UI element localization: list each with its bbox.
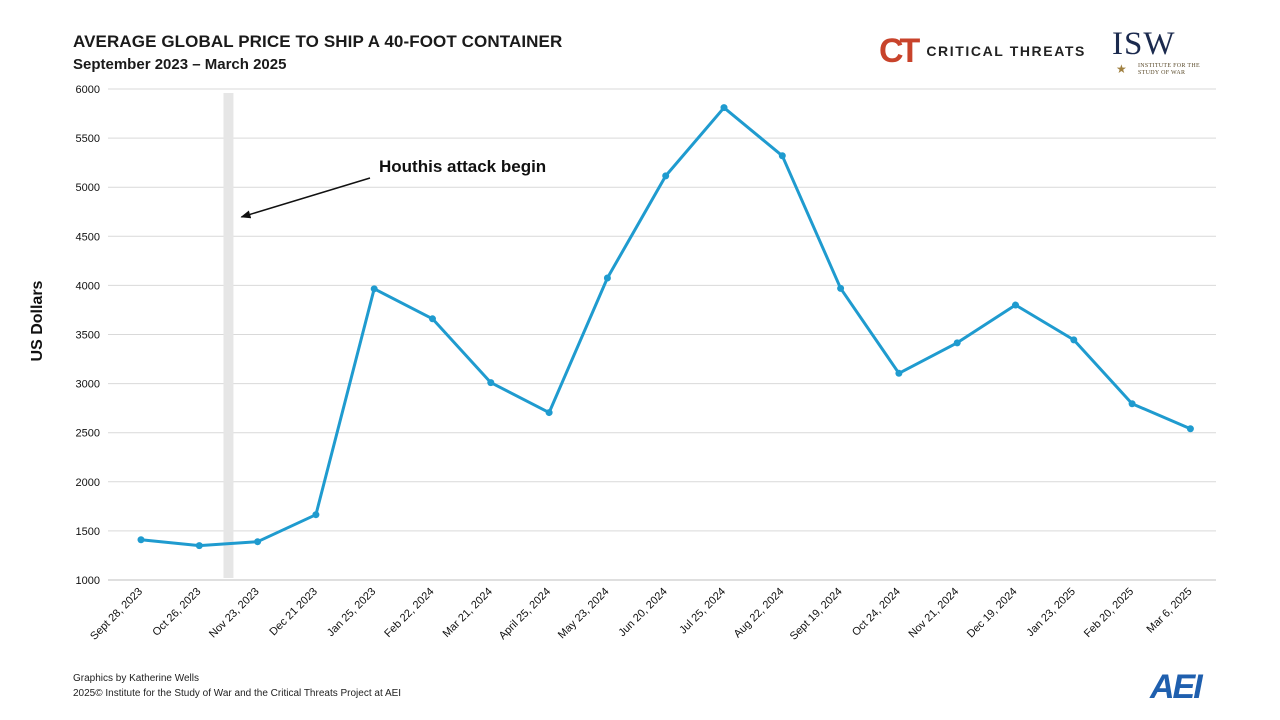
data-point [487,379,495,387]
data-point [254,538,262,546]
data-point [312,511,320,519]
data-point [662,172,670,180]
data-point [545,409,553,417]
critical-threats-logo: CT CRITICAL THREATS [879,34,1086,68]
data-point [429,315,436,323]
x-tick-label: Jan 23, 2025 [1024,586,1077,639]
y-tick-label: 1000 [76,575,100,587]
y-tick-label: 3000 [76,379,100,391]
x-tick-label: Aug 22, 2024 [732,586,787,641]
x-tick-label: Nov 21, 2024 [907,586,962,641]
data-point [1070,336,1078,344]
graphics-credit: Graphics by Katherine Wells [73,673,199,684]
data-point [778,152,786,160]
data-point [1012,301,1019,309]
x-tick-label: May 23, 2024 [556,586,612,642]
data-point [195,542,203,550]
x-tick-label: Jun 20, 2024 [616,586,669,639]
x-tick-label: Mar 6, 2025 [1145,586,1195,636]
data-point [1128,400,1136,408]
attack-marker-band [223,93,234,578]
aei-logo: AEI [1150,668,1203,706]
star-icon: ★ [1116,62,1127,76]
chart-subtitle: September 2023 – March 2025 [73,56,287,73]
x-tick-label: Jul 25, 2024 [677,586,728,637]
y-tick-label: 5000 [76,182,100,194]
data-point [953,339,961,347]
y-tick-label: 4000 [76,280,100,292]
copyright-notice: 2025© Institute for the Study of War and… [73,688,402,699]
annotation-label: Houthis attack begin [379,157,546,176]
isw-logo-text: ISW [1112,26,1176,62]
y-tick-label: 6000 [76,84,100,96]
x-tick-label: Oct 26, 2023 [150,586,203,639]
x-tick-label: Dec 19, 2024 [965,586,1020,641]
isw-logo-subtext: INSTITUTE FOR THE STUDY OF WAR [1138,63,1200,76]
ct-logo-text: CRITICAL THREATS [926,43,1086,59]
data-point [720,104,728,112]
x-tick-label: Jan 25, 2023 [325,586,378,639]
data-point [370,285,378,293]
data-point [137,536,145,544]
x-tick-label: Sept 28, 2023 [88,586,145,643]
y-tick-label: 1500 [76,526,100,538]
x-tick-label: Sept 19, 2024 [788,586,845,643]
x-tick-label: Dec 21 2023 [267,586,320,639]
isw-logo: ISW ★ INSTITUTE FOR THE STUDY OF WAR [1112,28,1202,80]
y-tick-label: 4500 [76,231,100,243]
annotation-arrow [240,177,371,219]
y-tick-label: 3500 [76,330,100,342]
y-tick-label: 2500 [76,428,100,440]
data-point [837,284,845,292]
data-point [1186,425,1194,433]
x-tick-label: Oct 24, 2024 [850,586,903,639]
data-point [603,274,611,282]
y-tick-label: 5500 [76,133,100,145]
x-tick-label: Nov 23, 2023 [207,586,262,641]
x-tick-label: Mar 21, 2024 [441,586,495,640]
y-tick-label: 2000 [76,477,100,489]
data-point [895,369,903,377]
x-tick-label: Feb 20, 2025 [1082,586,1136,640]
x-tick-label: Feb 22, 2024 [382,586,436,640]
chart-title: AVERAGE GLOBAL PRICE TO SHIP A 40-FOOT C… [73,32,563,51]
x-tick-label: April 25, 2024 [497,586,553,642]
ct-logo-mark: CT [879,32,920,70]
